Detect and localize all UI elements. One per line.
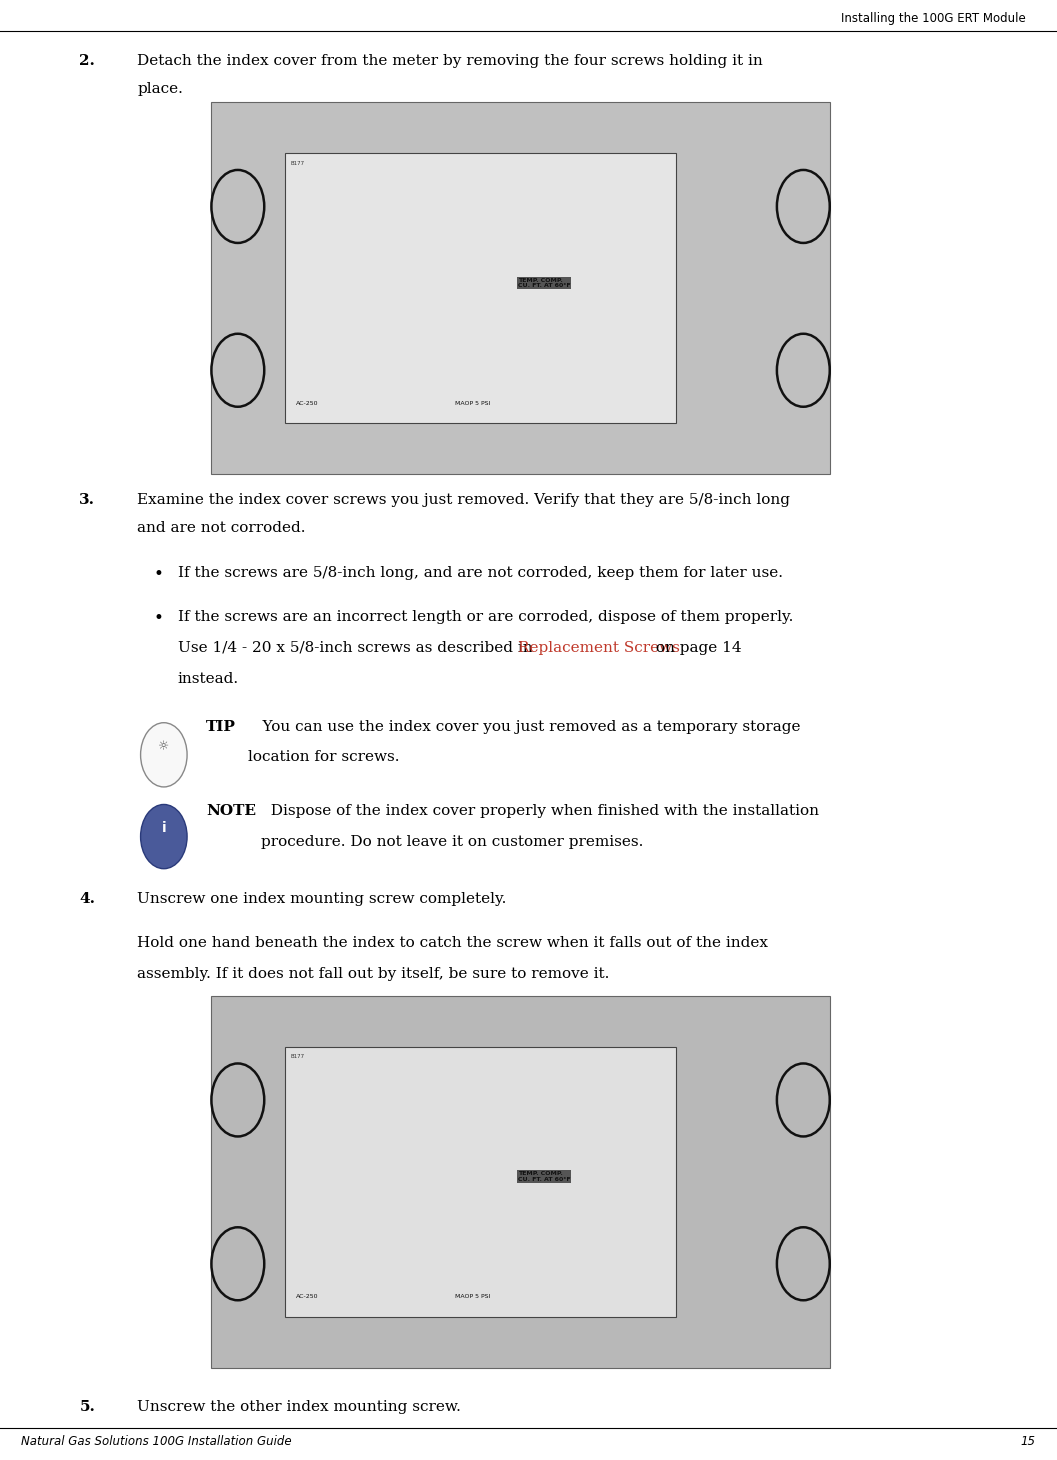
FancyBboxPatch shape [285, 153, 676, 423]
Text: NOTE: NOTE [206, 804, 256, 819]
Text: If the screws are an incorrect length or are corroded, dispose of them properly.: If the screws are an incorrect length or… [178, 610, 793, 625]
Text: 5.: 5. [79, 1400, 95, 1415]
Text: Unscrew the other index mounting screw.: Unscrew the other index mounting screw. [137, 1400, 461, 1415]
Text: MAOP 5 PSI: MAOP 5 PSI [455, 1295, 489, 1299]
Text: •: • [153, 566, 163, 584]
Text: TEMP. COMP.
CU. FT. AT 60°F: TEMP. COMP. CU. FT. AT 60°F [518, 1171, 571, 1181]
FancyBboxPatch shape [211, 102, 830, 474]
Text: B177: B177 [291, 161, 304, 165]
Circle shape [141, 723, 187, 787]
Text: TEMP. COMP.
CU. FT. AT 60°F: TEMP. COMP. CU. FT. AT 60°F [518, 277, 571, 288]
Text: Examine the index cover screws you just removed. Verify that they are 5/8-inch l: Examine the index cover screws you just … [137, 493, 791, 508]
Text: on page 14: on page 14 [651, 641, 742, 656]
FancyBboxPatch shape [285, 1047, 676, 1317]
Text: Unscrew one index mounting screw completely.: Unscrew one index mounting screw complet… [137, 892, 506, 907]
Text: Installing the 100G ERT Module: Installing the 100G ERT Module [840, 12, 1025, 25]
Text: place.: place. [137, 82, 183, 96]
Text: location for screws.: location for screws. [248, 750, 400, 765]
Text: MAOP 5 PSI: MAOP 5 PSI [455, 402, 489, 406]
Text: and are not corroded.: and are not corroded. [137, 521, 305, 536]
Text: •: • [153, 610, 163, 628]
Text: 15: 15 [1021, 1435, 1036, 1448]
Text: Replacement Screws: Replacement Screws [518, 641, 680, 656]
Text: 3.: 3. [79, 493, 95, 508]
Text: You can use the index cover you just removed as a temporary storage: You can use the index cover you just rem… [248, 720, 801, 734]
Text: assembly. If it does not fall out by itself, be sure to remove it.: assembly. If it does not fall out by its… [137, 967, 610, 981]
Text: B177: B177 [291, 1054, 304, 1058]
Text: TIP: TIP [206, 720, 236, 734]
Text: i: i [162, 821, 166, 835]
Circle shape [141, 804, 187, 869]
Text: 4.: 4. [79, 892, 95, 907]
FancyBboxPatch shape [211, 996, 830, 1368]
Text: Natural Gas Solutions 100G Installation Guide: Natural Gas Solutions 100G Installation … [21, 1435, 292, 1448]
Text: AC-250: AC-250 [296, 402, 318, 406]
Text: Hold one hand beneath the index to catch the screw when it falls out of the inde: Hold one hand beneath the index to catch… [137, 936, 768, 950]
Text: 2.: 2. [79, 54, 95, 69]
Text: Use 1/4 - 20 x 5/8-inch screws as described in: Use 1/4 - 20 x 5/8-inch screws as descri… [178, 641, 537, 656]
Text: Detach the index cover from the meter by removing the four screws holding it in: Detach the index cover from the meter by… [137, 54, 763, 69]
Text: AC-250: AC-250 [296, 1295, 318, 1299]
Text: If the screws are 5/8-inch long, and are not corroded, keep them for later use.: If the screws are 5/8-inch long, and are… [178, 566, 782, 581]
Text: ☼: ☼ [159, 740, 169, 753]
Text: Dispose of the index cover properly when finished with the installation: Dispose of the index cover properly when… [261, 804, 819, 819]
Text: instead.: instead. [178, 672, 239, 686]
Text: procedure. Do not leave it on customer premises.: procedure. Do not leave it on customer p… [261, 835, 644, 850]
